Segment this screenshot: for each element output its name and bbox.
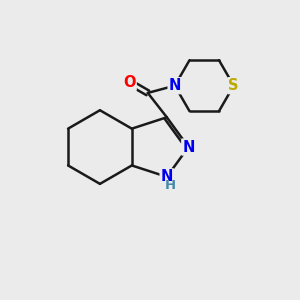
Text: N: N <box>182 140 195 154</box>
Text: S: S <box>228 78 239 93</box>
Text: H: H <box>165 179 176 192</box>
Text: N: N <box>169 78 181 93</box>
Text: N: N <box>160 169 173 184</box>
Text: O: O <box>123 75 136 90</box>
